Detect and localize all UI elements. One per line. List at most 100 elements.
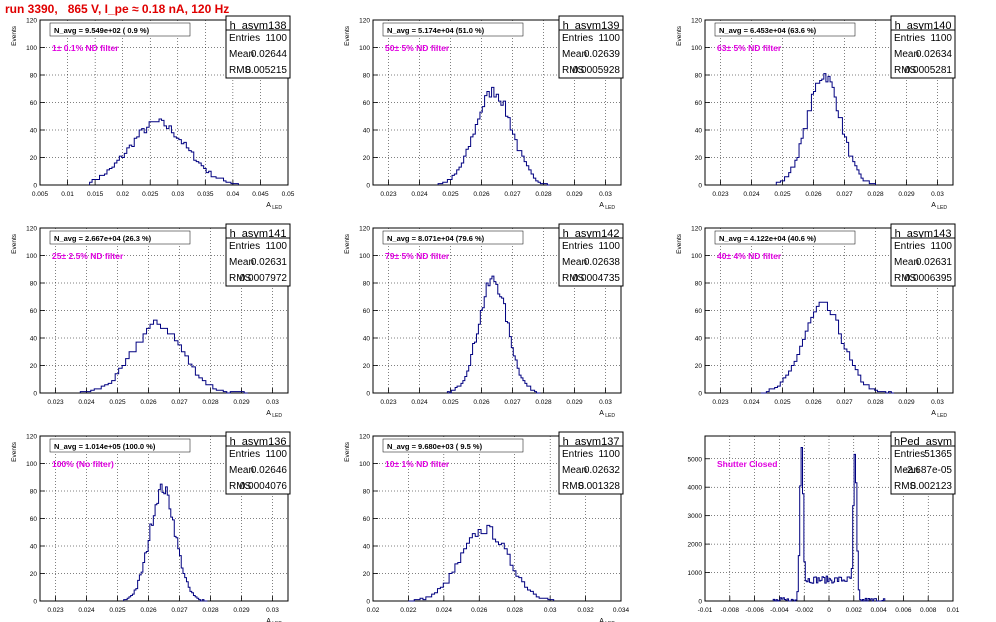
x-tick-label: 0.034	[613, 607, 630, 614]
stats-value: 0.02631	[916, 257, 953, 268]
histogram-line	[123, 483, 208, 602]
x-axis-label: A LED	[931, 202, 947, 211]
stats-value: 0.02634	[916, 49, 953, 60]
stats-value: 1100	[598, 449, 620, 460]
y-tick-label: 0	[366, 391, 370, 398]
x-tick-label: 0.024	[411, 399, 428, 406]
stats-box	[225, 445, 291, 495]
y-tick-label: 20	[363, 571, 371, 578]
x-axis-label: A LED	[266, 618, 282, 622]
y-tick-label: 120	[26, 18, 37, 25]
x-tick-label: 0.023	[47, 399, 64, 406]
y-tick-label: 0	[33, 391, 37, 398]
x-tick-label: 0.024	[436, 607, 453, 614]
stats-label: RMS	[894, 65, 917, 76]
x-tick-label: 0.023	[47, 607, 64, 614]
histogram-pad-h_asym138: 0.005 0.01 0.015 0.02 0.025 0.03 0.035 0.04 0.04…	[11, 15, 295, 211]
x-tick-label: -0.006	[745, 607, 764, 614]
y-tick-label: 2000	[688, 542, 703, 549]
histogram-line	[446, 275, 541, 394]
x-tick-label: 0.029	[233, 399, 250, 406]
x-tick-label: 0.03	[266, 607, 279, 614]
stats-label: Entries	[894, 33, 925, 44]
y-axis-label: Events	[344, 25, 351, 46]
filter-label: 63± 5% ND filter	[717, 43, 782, 53]
stats-box	[225, 237, 291, 287]
navg-box	[49, 230, 191, 245]
x-tick-label: 0.035	[197, 191, 214, 198]
navg-box	[714, 22, 856, 37]
y-axis-label: Events	[11, 233, 18, 254]
y-tick-label: 100	[359, 461, 370, 468]
run-title: run 3390, 865 V, I_pe ≈ 0.18 nA, 120 Hz	[5, 2, 230, 16]
x-tick-label: 0.023	[380, 399, 397, 406]
x-tick-label: 0.025	[109, 399, 126, 406]
histogram-line	[760, 301, 895, 394]
y-axis-label: Events	[11, 25, 18, 46]
x-axis-label: A LED	[599, 410, 615, 419]
histogram-name: h_asym140	[895, 20, 952, 32]
x-tick-label: 0.026	[140, 607, 157, 614]
stats-value: 1100	[930, 241, 952, 252]
stats-box	[558, 445, 624, 495]
stats-label: Mean	[562, 465, 587, 476]
x-tick-label: 0.028	[202, 399, 219, 406]
x-tick-label: 0.03	[931, 191, 944, 198]
y-axis-label: Events	[676, 25, 683, 46]
stats-value: 0.02639	[584, 49, 621, 60]
y-tick-label: 80	[363, 73, 371, 80]
y-tick-label: 80	[695, 281, 703, 288]
navg-box	[382, 438, 524, 453]
y-tick-label: 120	[359, 18, 370, 25]
navg-label: N_avg = 5.174e+04 (51.0 %)	[387, 26, 485, 35]
x-tick-label: 0.025	[774, 399, 791, 406]
y-tick-label: 100	[26, 45, 37, 52]
x-tick-label: -0.004	[770, 607, 789, 614]
y-tick-label: 60	[363, 516, 371, 523]
x-tick-label: 0.027	[504, 191, 521, 198]
histogram-name: hPed_asym	[894, 436, 952, 448]
stats-value: 0.0005928	[573, 65, 621, 76]
y-tick-label: 0	[33, 183, 37, 190]
x-axis-label: A LED	[599, 618, 615, 622]
y-tick-label: 20	[30, 363, 38, 370]
x-tick-label: 0.022	[400, 607, 417, 614]
x-axis-label: A LED	[599, 202, 615, 211]
y-tick-label: 40	[30, 336, 38, 343]
y-tick-label: 0	[366, 599, 370, 606]
histogram-pad-h_asym143: 0.023 0.024 0.025 0.026 0.027 0.028 0.029 0.03 0…	[676, 223, 956, 419]
x-tick-label: 0.026	[140, 399, 157, 406]
histogram-name: h_asym138	[230, 20, 287, 32]
y-tick-label: 0	[698, 599, 702, 606]
stats-value: -2.687e-05	[904, 465, 953, 476]
stats-value: 0.0006395	[905, 273, 953, 284]
y-tick-label: 20	[363, 363, 371, 370]
x-tick-label: 0.02	[116, 191, 129, 198]
x-tick-label: 0.008	[920, 607, 937, 614]
navg-label: N_avg = 4.122e+04 (40.6 %)	[719, 234, 817, 243]
x-tick-label: 0.032	[577, 607, 594, 614]
y-tick-label: 0	[33, 599, 37, 606]
x-tick-label: 0.002	[846, 607, 863, 614]
histogram-pad-h_asym142: 0.023 0.024 0.025 0.026 0.027 0.028 0.029 0.03 0…	[344, 223, 624, 419]
x-tick-label: 0.025	[109, 607, 126, 614]
histogram-line	[89, 118, 239, 185]
y-tick-label: 80	[695, 73, 703, 80]
navg-box	[49, 22, 191, 37]
x-tick-label: 0.03	[544, 607, 557, 614]
stats-value: 0.02638	[584, 257, 621, 268]
navg-box	[49, 438, 191, 453]
histogram-name: h_asym143	[895, 228, 952, 240]
histogram-name: h_asym136	[230, 436, 287, 448]
stats-label: Mean	[894, 257, 919, 268]
y-tick-label: 100	[26, 461, 37, 468]
stats-label: Mean	[562, 257, 587, 268]
filter-label: 1± 0.1% ND filter	[52, 43, 119, 53]
y-tick-label: 120	[26, 226, 37, 233]
stats-label: RMS	[562, 65, 585, 76]
y-tick-label: 1000	[688, 570, 703, 577]
stats-label: Entries	[562, 33, 593, 44]
y-tick-label: 80	[30, 73, 38, 80]
x-tick-label: 0.023	[712, 399, 729, 406]
